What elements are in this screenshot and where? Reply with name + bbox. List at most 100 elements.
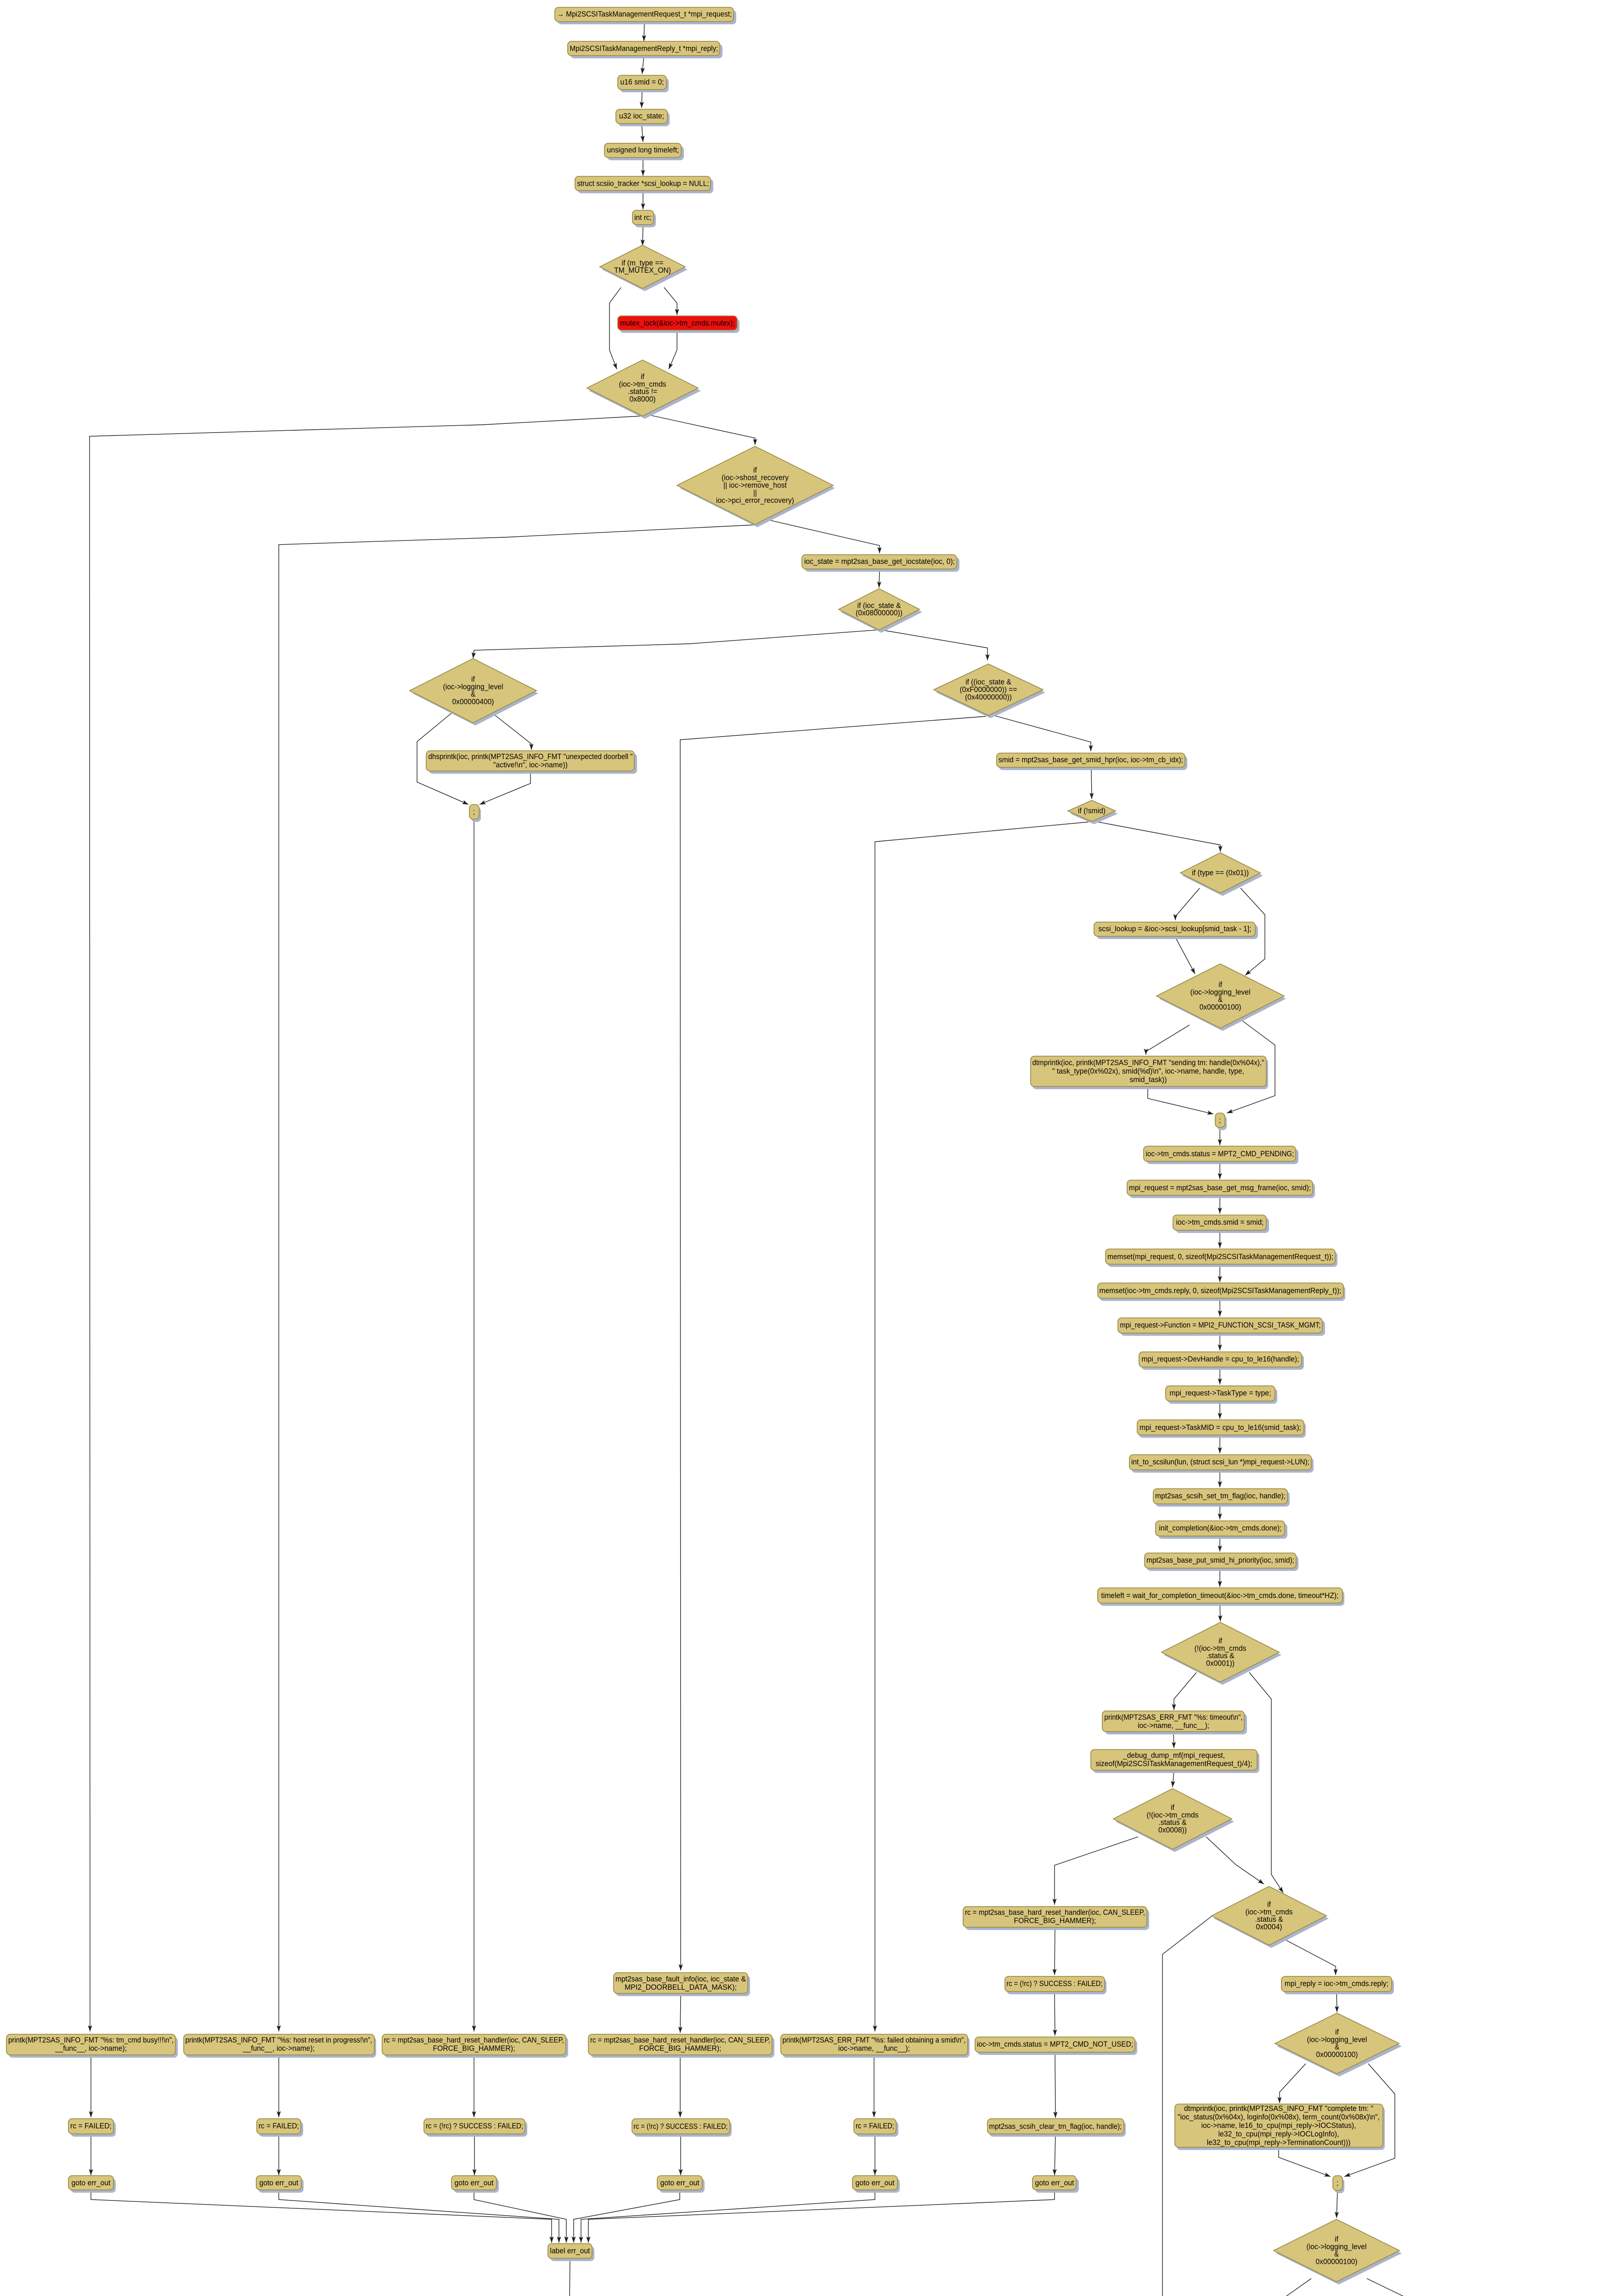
svg-text:(ioc->shost_recovery: (ioc->shost_recovery: [722, 474, 789, 482]
svg-text:unsigned long timeleft;: unsigned long timeleft;: [607, 146, 679, 154]
svg-text:goto err_out: goto err_out: [259, 2179, 299, 2187]
svg-text:if: if: [1335, 2028, 1339, 2036]
svg-text:if (ioc_state &: if (ioc_state &: [857, 602, 901, 610]
svg-text:if: if: [641, 372, 644, 381]
svg-text:goto err_out: goto err_out: [72, 2179, 111, 2187]
svg-text:ioc->name, le16_to_cpu(mpi_rep: ioc->name, le16_to_cpu(mpi_reply->IOCSta…: [1202, 2122, 1356, 2130]
svg-text:ioc_state = mpt2sas_base_get_i: ioc_state = mpt2sas_base_get_iocstate(io…: [804, 557, 955, 566]
svg-text:if (type == (0x01)): if (type == (0x01)): [1192, 869, 1249, 877]
svg-text:rc = FAILED;: rc = FAILED;: [856, 2122, 894, 2130]
svg-text:MPI2_DOORBELL_DATA_MASK);: MPI2_DOORBELL_DATA_MASK);: [625, 1983, 737, 1992]
svg-text:u16 smid = 0;: u16 smid = 0;: [620, 78, 664, 86]
svg-text:rc = mpt2sas_base_hard_reset_h: rc = mpt2sas_base_hard_reset_handler(ioc…: [590, 2036, 770, 2044]
svg-text:printk(MPT2SAS_INFO_FMT "%s: t: printk(MPT2SAS_INFO_FMT "%s: tm_cmd busy…: [8, 2036, 174, 2044]
svg-text:if: if: [1267, 1900, 1271, 1908]
svg-text:mpt2sas_base_fault_info(ioc, i: mpt2sas_base_fault_info(ioc, ioc_state &: [615, 1975, 746, 1983]
svg-text:if: if: [1218, 1637, 1222, 1645]
svg-text:TM_MUTEX_ON): TM_MUTEX_ON): [614, 266, 671, 275]
svg-text:dtmprintk(ioc, printk(MPT2SAS_: dtmprintk(ioc, printk(MPT2SAS_INFO_FMT "…: [1032, 1059, 1264, 1067]
svg-text:if: if: [471, 675, 475, 683]
svg-text:(0xF0000000)) ==: (0xF0000000)) ==: [960, 686, 1017, 694]
svg-text:rc = (!rc) ? SUCCESS : FAILED;: rc = (!rc) ? SUCCESS : FAILED;: [1007, 1980, 1103, 1988]
svg-text:FORCE_BIG_HAMMER);: FORCE_BIG_HAMMER);: [639, 2044, 722, 2053]
svg-text:init_completion(&ioc->tm_cmds.: init_completion(&ioc->tm_cmds.done);: [1159, 1524, 1282, 1532]
svg-text:mpt2sas_scsih_set_tm_flag(ioc,: mpt2sas_scsih_set_tm_flag(ioc, handle);: [1155, 1492, 1286, 1500]
svg-text:(ioc->logging_level: (ioc->logging_level: [1307, 2243, 1367, 2251]
svg-text:if: if: [1171, 1803, 1174, 1812]
svg-text:mpi_request->DevHandle = cpu_t: mpi_request->DevHandle = cpu_to_le16(han…: [1142, 1355, 1299, 1363]
svg-text:ioc->name, __func__);: ioc->name, __func__);: [1138, 1722, 1209, 1730]
svg-text:0x8000): 0x8000): [630, 395, 656, 404]
svg-text:&: &: [1335, 2043, 1339, 2051]
svg-text:Mpi2SCSITaskManagementReply_t: Mpi2SCSITaskManagementReply_t *mpi_reply…: [570, 45, 718, 53]
svg-text:printk(MPT2SAS_ERR_FMT "%s: fa: printk(MPT2SAS_ERR_FMT "%s: failed obtai…: [783, 2036, 966, 2044]
svg-text:0x0008)): 0x0008)): [1158, 1826, 1187, 1835]
svg-text:&: &: [1218, 996, 1223, 1004]
svg-text:mutex_lock(&ioc->tm_cmds.mutex: mutex_lock(&ioc->tm_cmds.mutex);: [620, 319, 735, 327]
svg-text:int_to_scsilun(lun, (struct sc: int_to_scsilun(lun, (struct scsi_lun *)m…: [1131, 1458, 1309, 1466]
svg-text:goto err_out: goto err_out: [856, 2179, 895, 2187]
svg-text:||: ||: [753, 489, 757, 497]
svg-text:if ((ioc_state &: if ((ioc_state &: [965, 678, 1011, 687]
svg-text:mpi_request->Function = MPI2_F: mpi_request->Function = MPI2_FUNCTION_SC…: [1120, 1321, 1321, 1329]
svg-text:ioc->name, __func__);: ioc->name, __func__);: [838, 2044, 910, 2053]
svg-text:0x00000400): 0x00000400): [452, 698, 494, 706]
svg-text:scsi_lookup = &ioc->scsi_looku: scsi_lookup = &ioc->scsi_lookup[smid_tas…: [1099, 925, 1252, 933]
svg-text:struct scsiio_tracker *scsi_lo: struct scsiio_tracker *scsi_lookup = NUL…: [577, 180, 709, 188]
svg-text:(!(ioc->tm_cmds: (!(ioc->tm_cmds: [1147, 1811, 1199, 1819]
svg-text:smid = mpt2sas_base_get_smid_h: smid = mpt2sas_base_get_smid_hpr(ioc, io…: [998, 756, 1183, 764]
svg-text:ioc->tm_cmds.smid = smid;: ioc->tm_cmds.smid = smid;: [1176, 1218, 1264, 1227]
svg-text:.status &: .status &: [1255, 1915, 1283, 1924]
svg-text:(ioc->logging_level: (ioc->logging_level: [443, 683, 503, 691]
svg-text:__func__, ioc->name);: __func__, ioc->name);: [55, 2044, 127, 2053]
svg-text:rc = FAILED;: rc = FAILED;: [70, 2122, 112, 2130]
svg-text:FORCE_BIG_HAMMER);: FORCE_BIG_HAMMER);: [1014, 1917, 1096, 1925]
svg-text:memset(mpi_request, 0, sizeof(: memset(mpi_request, 0, sizeof(Mpi2SCSITa…: [1107, 1253, 1333, 1261]
svg-text:;: ;: [1219, 1116, 1221, 1125]
svg-text:if: if: [1335, 2235, 1338, 2243]
svg-text:0x00000100): 0x00000100): [1200, 1003, 1241, 1012]
svg-text:&: &: [1334, 2250, 1339, 2258]
svg-text:rc = mpt2sas_base_hard_reset_h: rc = mpt2sas_base_hard_reset_handler(ioc…: [384, 2036, 564, 2044]
svg-text:0x00000100): 0x00000100): [1316, 2051, 1358, 2059]
svg-text:.status !=: .status !=: [628, 388, 657, 396]
svg-text:mpi_request = mpt2sas_base_get: mpi_request = mpt2sas_base_get_msg_frame…: [1129, 1184, 1311, 1192]
svg-text:(ioc->logging_level: (ioc->logging_level: [1190, 988, 1251, 996]
svg-text:ioc->tm_cmds.status = MPT2_CMD: ioc->tm_cmds.status = MPT2_CMD_NOT_USED;: [977, 2040, 1133, 2048]
svg-text:"ioc_status(0x%04x), loginfo(0: "ioc_status(0x%04x), loginfo(0x%08x), te…: [1178, 2113, 1380, 2122]
svg-text:label err_out: label err_out: [550, 2247, 590, 2255]
svg-text:rc = (!rc) ? SUCCESS : FAILED;: rc = (!rc) ? SUCCESS : FAILED;: [634, 2122, 728, 2131]
svg-text:_debug_dump_mf(mpi_request,: _debug_dump_mf(mpi_request,: [1123, 1751, 1225, 1760]
svg-text:"active!\n", ioc->name)): "active!\n", ioc->name)): [493, 761, 568, 769]
svg-text:if (m_type ==: if (m_type ==: [622, 259, 664, 267]
svg-text:;: ;: [1337, 2179, 1338, 2187]
svg-text:(ioc->tm_cmds: (ioc->tm_cmds: [619, 380, 666, 388]
svg-text:mpi_reply = ioc->tm_cmds.reply: mpi_reply = ioc->tm_cmds.reply;: [1285, 1980, 1388, 1988]
svg-text:0x0001)): 0x0001)): [1206, 1660, 1235, 1668]
svg-text:le32_to_cpu(mpi_reply->IOCLogI: le32_to_cpu(mpi_reply->IOCLogInfo),: [1218, 2130, 1339, 2138]
svg-text:int rc;: int rc;: [634, 214, 652, 222]
svg-text:&: &: [471, 690, 475, 698]
svg-text:ioc->tm_cmds.status = MPT2_CMD: ioc->tm_cmds.status = MPT2_CMD_PENDING;: [1146, 1150, 1294, 1158]
svg-text:if: if: [753, 466, 757, 474]
svg-text:→ Mpi2SCSITaskManagementReques: → Mpi2SCSITaskManagementRequest_t *mpi_r…: [557, 10, 732, 18]
svg-text:0x0004): 0x0004): [1256, 1923, 1282, 1931]
svg-text:.status &: .status &: [1207, 1652, 1235, 1660]
svg-text:rc = FAILED;: rc = FAILED;: [259, 2122, 299, 2130]
svg-text:(ioc->tm_cmds: (ioc->tm_cmds: [1246, 1908, 1293, 1916]
svg-text:dhsprintk(ioc, printk(MPT2SAS_: dhsprintk(ioc, printk(MPT2SAS_INFO_FMT "…: [429, 753, 633, 761]
svg-text:rc = mpt2sas_base_hard_reset_h: rc = mpt2sas_base_hard_reset_handler(ioc…: [965, 1908, 1145, 1917]
svg-text:mpt2sas_base_put_smid_hi_prior: mpt2sas_base_put_smid_hi_priority(ioc, s…: [1146, 1556, 1294, 1564]
svg-text:mpi_request->TaskMID = cpu_to_: mpi_request->TaskMID = cpu_to_le16(smid_…: [1139, 1424, 1301, 1432]
svg-text:(0x08000000)): (0x08000000)): [856, 609, 903, 617]
svg-text:__func__, ioc->name);: __func__, ioc->name);: [243, 2044, 315, 2053]
svg-text:if (!smid): if (!smid): [1078, 807, 1106, 815]
svg-text:timeleft = wait_for_completion: timeleft = wait_for_completion_timeout(&…: [1101, 1592, 1339, 1600]
svg-text:.status &: .status &: [1159, 1818, 1187, 1827]
svg-text:le32_to_cpu(mpi_reply->Termina: le32_to_cpu(mpi_reply->TerminationCount)…: [1207, 2138, 1351, 2147]
svg-text:if: if: [1218, 980, 1222, 989]
svg-text:mpi_request->TaskType = type;: mpi_request->TaskType = type;: [1170, 1389, 1271, 1397]
svg-text:smid_task)): smid_task)): [1130, 1075, 1167, 1084]
svg-text:;: ;: [473, 808, 475, 816]
svg-text:(0x40000000)): (0x40000000)): [965, 693, 1012, 701]
